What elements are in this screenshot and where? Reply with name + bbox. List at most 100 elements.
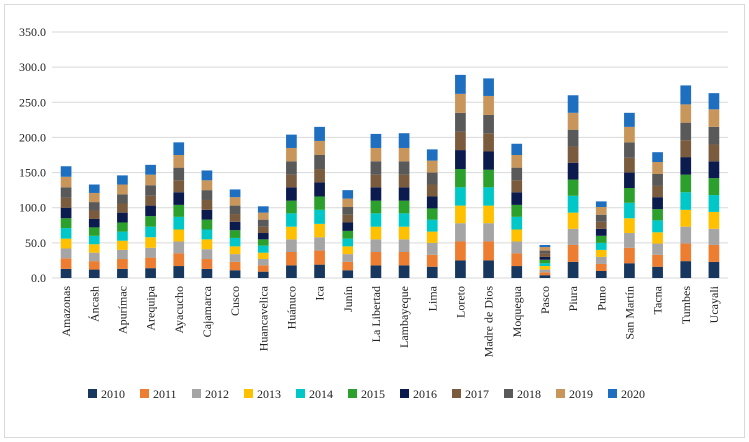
bar-segment	[370, 239, 382, 252]
bar-segment	[511, 229, 523, 242]
bar-segment	[398, 187, 410, 201]
bar-segment	[680, 174, 692, 193]
bar-segment	[286, 147, 297, 162]
bar-segment	[680, 209, 692, 227]
bar-segment	[314, 140, 325, 155]
bar-segment	[342, 222, 354, 231]
bar-segment	[624, 218, 635, 234]
bar-segment	[680, 140, 692, 158]
bar-segment	[88, 184, 100, 193]
bar-segment	[624, 263, 635, 278]
x-tick-label: Apurímac	[115, 286, 129, 334]
bar-segment	[595, 235, 607, 243]
bar-segment	[455, 260, 466, 278]
x-tick-label: Madre de Dios	[482, 286, 496, 358]
bar-segment	[708, 244, 720, 262]
bar-segment	[173, 155, 185, 168]
bar-segment	[483, 78, 494, 96]
bar-segment	[708, 126, 720, 145]
bar-segment	[88, 252, 100, 262]
bar-segment	[426, 231, 438, 243]
bar-segment	[229, 197, 241, 206]
bar-segment	[257, 206, 269, 213]
bar-segment	[652, 162, 663, 174]
bar-segment	[624, 126, 635, 143]
bar-segment	[286, 265, 297, 278]
bar-segment	[257, 233, 269, 240]
bar-segment	[455, 74, 466, 94]
bar-segment	[567, 212, 579, 229]
bar-segment	[342, 230, 354, 239]
bar-segment	[455, 187, 466, 206]
bar-segment	[257, 252, 269, 260]
bar-segment	[342, 207, 354, 215]
bar-segment	[539, 266, 551, 270]
bar-segment	[60, 187, 72, 198]
bar-segment	[426, 184, 438, 197]
bar-segment	[483, 169, 494, 188]
bar-segment	[342, 261, 354, 271]
bar-segment	[455, 131, 466, 151]
bar-segment	[173, 229, 185, 242]
legend-swatch	[504, 389, 513, 398]
bar-segment	[88, 261, 100, 270]
bar-segment	[286, 239, 297, 252]
bar-segment	[483, 223, 494, 242]
bar-segment	[60, 218, 72, 229]
bar-segment	[117, 240, 128, 250]
bar-segment	[483, 260, 494, 278]
bar-segment	[257, 212, 269, 220]
bar-segment	[342, 270, 354, 278]
bar-segment	[398, 174, 410, 188]
bar-segment	[398, 239, 410, 252]
bar-segment	[286, 226, 297, 240]
bar-segment	[624, 233, 635, 248]
bar-segment	[88, 210, 100, 219]
bar-segment	[595, 228, 607, 236]
bar-segment	[314, 126, 325, 141]
x-tick-label: Ucayali	[707, 285, 721, 323]
legend-swatch	[296, 389, 305, 398]
bar-segment	[88, 269, 100, 278]
legend-label: 2010	[101, 387, 125, 401]
bar-segment	[595, 263, 607, 271]
bar-segment	[201, 170, 213, 181]
bar-segment	[60, 258, 72, 269]
bar-segment	[708, 109, 720, 127]
x-tick-label: Loreto	[453, 286, 467, 318]
bar-segment	[286, 200, 297, 214]
bar-segment	[539, 275, 551, 278]
bar-segment	[314, 250, 325, 265]
bar-segment	[201, 249, 213, 260]
legend-label: 2012	[205, 387, 229, 401]
bar-segment	[229, 214, 241, 222]
bar-segment	[398, 147, 410, 162]
y-tick-label: 350.0	[19, 25, 46, 39]
bar-segment	[595, 201, 607, 208]
x-tick-label: Cusco	[228, 286, 242, 316]
bar-segment	[539, 259, 551, 264]
legend-label: 2020	[621, 387, 645, 401]
bar-segment	[426, 208, 438, 220]
bar-segment	[60, 207, 72, 219]
bar-segment	[145, 205, 156, 217]
bar-segment	[624, 247, 635, 264]
bar-segment	[624, 157, 635, 173]
bar-segment	[201, 229, 213, 240]
bar-segment	[117, 268, 128, 278]
bar-segment	[117, 249, 128, 260]
bar-segment	[173, 142, 185, 155]
bar-segment	[539, 272, 551, 276]
bar-segment	[539, 247, 551, 251]
bar-segment	[398, 251, 410, 266]
bar-segment	[370, 265, 382, 278]
legend-label: 2016	[413, 387, 437, 401]
bar-segment	[680, 261, 692, 278]
legend-swatch	[192, 389, 201, 398]
bar-segment	[229, 189, 241, 198]
bar-segment	[173, 266, 185, 278]
bar-segment	[145, 185, 156, 196]
bar-segment	[426, 242, 438, 255]
bar-segment	[314, 237, 325, 251]
